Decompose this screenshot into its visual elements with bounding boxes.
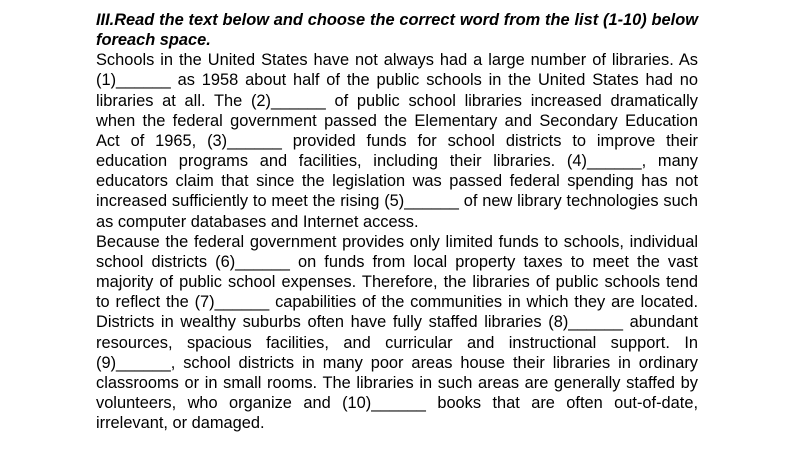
- passage-paragraph-2: Because the federal government provides …: [96, 232, 698, 433]
- passage-paragraph-1: Schools in the United States have not al…: [96, 51, 698, 231]
- exercise-page: III.Read the text below and choose the c…: [96, 10, 698, 433]
- exercise-heading: III.Read the text below and choose the c…: [96, 11, 698, 50]
